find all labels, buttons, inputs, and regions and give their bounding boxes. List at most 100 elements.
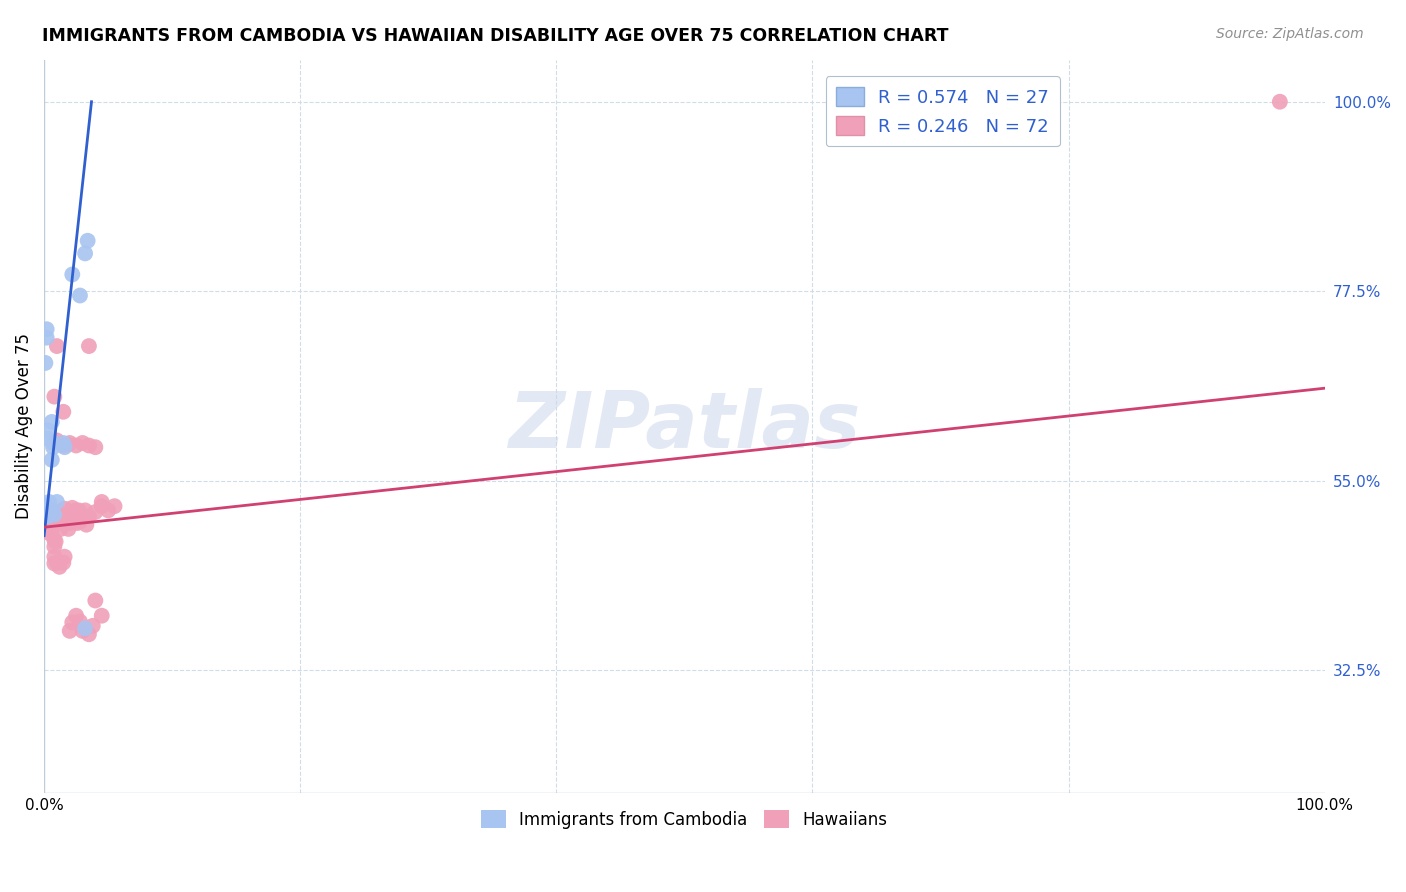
Point bbox=[65, 608, 87, 623]
Point bbox=[41, 415, 63, 429]
Point bbox=[44, 549, 66, 564]
Point bbox=[84, 593, 107, 607]
Point bbox=[69, 288, 91, 302]
Point bbox=[38, 495, 60, 509]
Point bbox=[35, 508, 58, 522]
Point bbox=[75, 621, 97, 635]
Y-axis label: Disability Age Over 75: Disability Age Over 75 bbox=[15, 333, 32, 519]
Point bbox=[53, 440, 76, 454]
Point bbox=[34, 503, 56, 517]
Point bbox=[75, 503, 97, 517]
Point bbox=[72, 509, 94, 524]
Point bbox=[103, 499, 125, 513]
Point bbox=[52, 436, 75, 450]
Point bbox=[90, 499, 112, 513]
Point bbox=[39, 516, 62, 530]
Point bbox=[65, 438, 87, 452]
Point bbox=[48, 506, 70, 520]
Point bbox=[59, 624, 82, 638]
Point bbox=[52, 438, 75, 452]
Point bbox=[72, 624, 94, 638]
Point bbox=[77, 627, 100, 641]
Point bbox=[97, 503, 120, 517]
Point bbox=[60, 500, 83, 515]
Point bbox=[39, 523, 62, 537]
Point bbox=[60, 615, 83, 630]
Point bbox=[45, 516, 67, 530]
Point bbox=[39, 500, 62, 515]
Point bbox=[44, 508, 66, 522]
Point bbox=[52, 516, 75, 530]
Point bbox=[45, 434, 67, 448]
Point bbox=[77, 438, 100, 452]
Point bbox=[41, 453, 63, 467]
Point bbox=[59, 516, 82, 530]
Point bbox=[39, 503, 62, 517]
Point bbox=[58, 522, 80, 536]
Point bbox=[42, 509, 65, 524]
Point bbox=[42, 503, 65, 517]
Point bbox=[42, 440, 65, 454]
Point bbox=[75, 517, 97, 532]
Point bbox=[49, 522, 72, 536]
Point bbox=[38, 498, 60, 512]
Point bbox=[53, 501, 76, 516]
Point bbox=[90, 495, 112, 509]
Point bbox=[62, 514, 84, 528]
Point bbox=[67, 503, 90, 517]
Point bbox=[34, 520, 56, 534]
Text: Source: ZipAtlas.com: Source: ZipAtlas.com bbox=[1216, 27, 1364, 41]
Point bbox=[52, 405, 75, 419]
Point bbox=[37, 521, 59, 535]
Point bbox=[41, 514, 63, 528]
Point bbox=[48, 559, 70, 574]
Point bbox=[37, 423, 59, 437]
Point bbox=[37, 432, 59, 446]
Text: IMMIGRANTS FROM CAMBODIA VS HAWAIIAN DISABILITY AGE OVER 75 CORRELATION CHART: IMMIGRANTS FROM CAMBODIA VS HAWAIIAN DIS… bbox=[42, 27, 949, 45]
Point bbox=[34, 508, 56, 522]
Point bbox=[82, 619, 104, 633]
Point bbox=[63, 508, 86, 522]
Point bbox=[76, 234, 98, 248]
Point bbox=[52, 556, 75, 570]
Point bbox=[1268, 95, 1291, 109]
Point bbox=[65, 503, 87, 517]
Point bbox=[37, 509, 59, 524]
Point bbox=[45, 339, 67, 353]
Point bbox=[35, 508, 58, 522]
Point bbox=[69, 514, 91, 528]
Point bbox=[34, 356, 56, 370]
Point bbox=[39, 506, 62, 520]
Point bbox=[35, 322, 58, 336]
Point bbox=[45, 556, 67, 570]
Point bbox=[41, 522, 63, 536]
Point bbox=[77, 339, 100, 353]
Point bbox=[34, 503, 56, 517]
Point bbox=[35, 516, 58, 530]
Point bbox=[69, 615, 91, 629]
Point bbox=[42, 436, 65, 450]
Point bbox=[59, 436, 82, 450]
Legend: Immigrants from Cambodia, Hawaiians: Immigrants from Cambodia, Hawaiians bbox=[474, 804, 894, 836]
Point bbox=[48, 512, 70, 526]
Point bbox=[45, 495, 67, 509]
Point bbox=[44, 557, 66, 571]
Point bbox=[44, 390, 66, 404]
Point bbox=[75, 246, 97, 260]
Point bbox=[45, 534, 67, 549]
Point bbox=[84, 505, 107, 519]
Point bbox=[38, 526, 60, 541]
Point bbox=[55, 514, 77, 528]
Point bbox=[56, 438, 79, 452]
Point bbox=[59, 512, 82, 526]
Point bbox=[44, 540, 66, 554]
Point bbox=[35, 331, 58, 345]
Point bbox=[60, 268, 83, 282]
Point bbox=[84, 440, 107, 454]
Point bbox=[56, 512, 79, 526]
Point bbox=[77, 509, 100, 524]
Point bbox=[72, 436, 94, 450]
Point bbox=[53, 549, 76, 564]
Point bbox=[37, 508, 59, 522]
Point bbox=[38, 512, 60, 526]
